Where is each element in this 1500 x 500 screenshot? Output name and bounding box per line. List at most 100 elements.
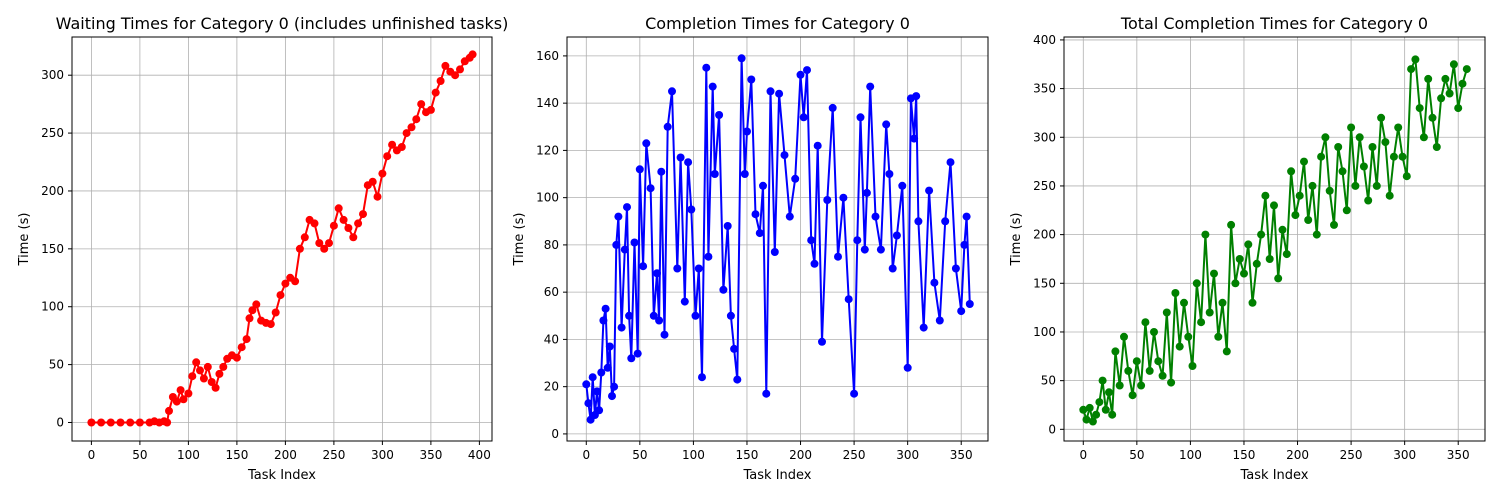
- data-point: [163, 418, 172, 427]
- data-point: [898, 181, 907, 190]
- data-point: [1079, 405, 1088, 414]
- data-point: [719, 285, 728, 294]
- data-point: [1308, 181, 1317, 190]
- data-point: [219, 362, 228, 371]
- data-point: [1197, 318, 1206, 327]
- data-point: [1372, 181, 1381, 190]
- data-point: [726, 311, 735, 320]
- data-point: [796, 70, 805, 79]
- data-point: [595, 406, 604, 415]
- y-tick-label: 200: [41, 184, 64, 198]
- x-tick-label: 350: [1447, 448, 1470, 462]
- y-tick-label: 300: [1033, 130, 1056, 144]
- data-point: [266, 320, 275, 329]
- data-point: [957, 307, 966, 316]
- data-point: [642, 139, 651, 148]
- x-tick-label: 200: [789, 448, 812, 462]
- data-point: [710, 170, 719, 178]
- data-point: [655, 316, 664, 325]
- y-tick-label: 100: [536, 191, 559, 205]
- data-point: [1424, 74, 1433, 83]
- data-point: [1085, 403, 1094, 412]
- data-point: [919, 323, 928, 332]
- data-point: [1248, 298, 1257, 307]
- data-point: [962, 212, 971, 221]
- chart-title: Total Completion Times for Category 0: [1120, 14, 1428, 33]
- plot-frame: [71, 36, 493, 442]
- data-point: [1261, 191, 1270, 200]
- data-point: [325, 239, 333, 248]
- data-point: [1231, 279, 1240, 288]
- chart-title: Waiting Times for Category 0 (includes u…: [56, 14, 509, 33]
- data-point: [368, 177, 377, 186]
- data-point: [242, 335, 251, 344]
- data-point: [1321, 133, 1330, 142]
- data-point: [733, 375, 742, 384]
- chart-total-completion-times: 0 50 100 150 200 250 300 350 0 50 100 150 200 250 300 3…: [1009, 14, 1486, 483]
- plot-frame: [1063, 36, 1486, 442]
- y-tick-label: 50: [1041, 374, 1056, 388]
- data-point: [431, 88, 440, 97]
- data-point: [436, 77, 445, 85]
- data-point: [1088, 417, 1097, 426]
- data-point: [1407, 65, 1416, 74]
- data-point: [698, 373, 706, 382]
- data-point: [951, 264, 960, 273]
- data-point: [740, 170, 749, 178]
- data-point: [691, 311, 700, 320]
- data-point: [653, 269, 661, 278]
- data-point: [1082, 415, 1091, 424]
- x-tick-label: 0: [1079, 448, 1087, 462]
- data-point: [639, 262, 648, 271]
- data-point: [344, 224, 353, 232]
- data-point: [310, 219, 319, 228]
- data-point: [730, 344, 739, 353]
- data-point: [1441, 74, 1450, 83]
- data-point: [1462, 65, 1471, 74]
- data-point: [276, 291, 285, 300]
- data-point: [856, 113, 865, 122]
- y-tick-label: 0: [551, 427, 559, 441]
- data-point: [743, 127, 751, 136]
- x-axis-label: Task Index: [743, 468, 812, 483]
- data-point: [1171, 289, 1180, 297]
- x-tick-label: 200: [1286, 448, 1309, 462]
- data-point: [1458, 79, 1467, 88]
- data-point: [1312, 230, 1321, 239]
- data-point: [687, 205, 696, 214]
- data-point: [373, 192, 382, 201]
- data-point: [684, 158, 693, 167]
- data-point: [597, 368, 606, 377]
- data-point: [1180, 298, 1188, 307]
- data-point: [412, 115, 421, 124]
- data-point: [1235, 255, 1244, 263]
- data-point: [649, 311, 658, 320]
- data-point: [339, 215, 348, 224]
- data-point: [329, 221, 338, 230]
- data-point: [660, 330, 669, 339]
- data-point: [1244, 240, 1253, 249]
- data-point: [207, 378, 216, 386]
- chart-waiting-times: 0 50 100 150 200 250 300 350 400 0 50 100 150 200 250 3…: [17, 14, 508, 483]
- data-point: [960, 240, 969, 249]
- data-point: [610, 382, 619, 391]
- data-point: [603, 363, 612, 372]
- y-tick-label: 20: [544, 380, 559, 394]
- data-point: [813, 141, 822, 150]
- data-point: [1278, 225, 1287, 234]
- data-point: [1449, 60, 1458, 69]
- data-point: [135, 418, 144, 427]
- data-point: [888, 264, 897, 273]
- x-tick-label: 100: [1179, 448, 1202, 462]
- y-tick-label: 250: [41, 126, 64, 140]
- data-point: [1291, 211, 1300, 220]
- y-tick-label: 100: [1033, 325, 1056, 339]
- data-point: [172, 397, 181, 406]
- y-tick-label: 300: [41, 68, 64, 82]
- data-point: [676, 153, 685, 162]
- y-tick-label: 140: [536, 96, 559, 110]
- data-point: [199, 374, 208, 383]
- y-tick-label: 80: [544, 238, 559, 252]
- data-point: [839, 193, 848, 202]
